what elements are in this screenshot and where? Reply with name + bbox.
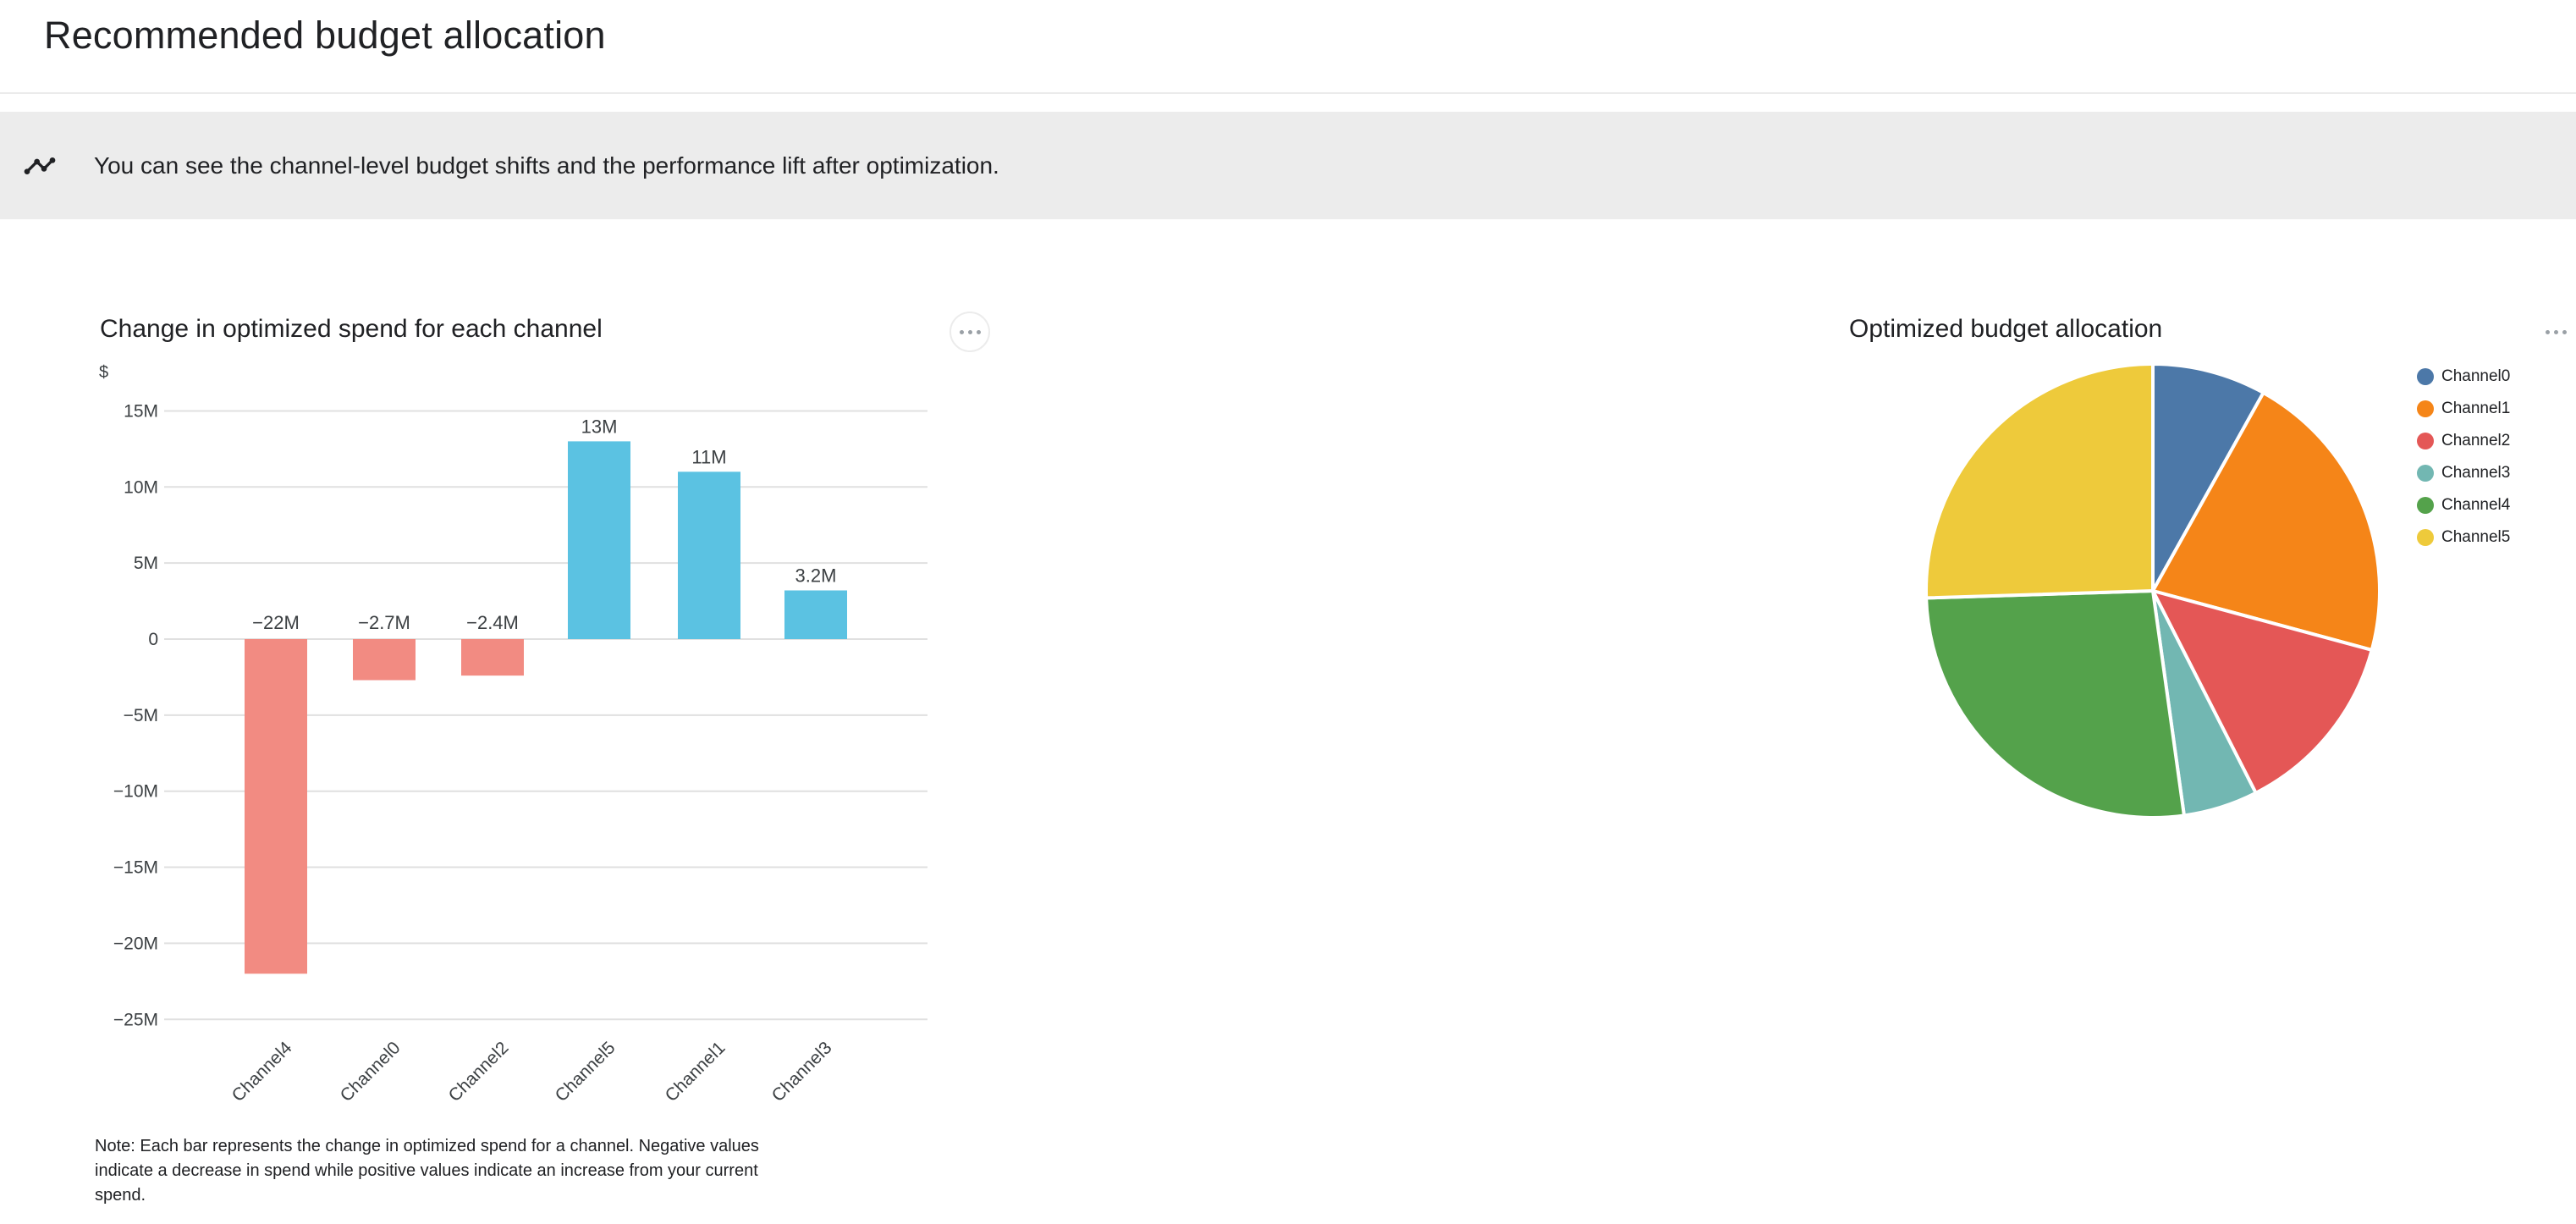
legend-color-dot bbox=[2417, 368, 2434, 385]
legend-item-Channel2: Channel2 bbox=[2417, 425, 2510, 457]
legend-color-dot bbox=[2417, 497, 2434, 514]
bar-value-label: 13M bbox=[581, 416, 618, 437]
bar-Channel5 bbox=[568, 441, 630, 639]
y-axis-unit-label: $ bbox=[99, 363, 108, 382]
x-tick-label: Channel0 bbox=[337, 1038, 405, 1105]
legend-item-Channel0: Channel0 bbox=[2417, 361, 2510, 393]
legend-label: Channel5 bbox=[2441, 528, 2511, 546]
info-banner-text: You can see the channel-level budget shi… bbox=[94, 152, 999, 179]
x-tick-label: Channel4 bbox=[228, 1038, 296, 1105]
legend-label: Channel3 bbox=[2441, 464, 2511, 482]
pie-slice-Channel4 bbox=[1924, 589, 2186, 819]
y-tick-label: −15M bbox=[113, 858, 158, 878]
more-options-icon bbox=[2545, 329, 2567, 334]
bar-value-label: −22M bbox=[252, 612, 300, 633]
legend-item-Channel1: Channel1 bbox=[2417, 393, 2510, 425]
pie-slice-Channel2 bbox=[2151, 589, 2374, 795]
legend-label: Channel4 bbox=[2441, 496, 2511, 514]
pie-legend: Channel0 Channel1 Channel2 Channel3 Channel4… bbox=[2417, 361, 2510, 554]
more-options-icon bbox=[959, 329, 981, 334]
bar-value-label: 3.2M bbox=[795, 565, 837, 586]
legend-item-Channel5: Channel5 bbox=[2417, 521, 2510, 554]
page-header: Recommended budget allocation bbox=[0, 0, 2576, 94]
legend-item-Channel4: Channel4 bbox=[2417, 489, 2510, 521]
pie-slice-Channel5 bbox=[1924, 362, 2155, 600]
y-tick-label: −20M bbox=[113, 934, 158, 953]
timeline-insights-icon bbox=[23, 149, 57, 183]
legend-color-dot bbox=[2417, 465, 2434, 482]
x-tick-label: Channel5 bbox=[552, 1038, 619, 1105]
pie-slice-Channel1 bbox=[2151, 390, 2381, 652]
pie-slice-Channel0 bbox=[2151, 362, 2265, 593]
bar-chart-menu-button[interactable] bbox=[949, 312, 990, 352]
y-tick-label: 15M bbox=[124, 401, 158, 421]
y-tick-label: 5M bbox=[134, 554, 158, 573]
bar-value-label: −2.4M bbox=[466, 612, 519, 633]
bar-chart-title: Change in optimized spend for each chann… bbox=[100, 315, 603, 343]
y-tick-label: −5M bbox=[124, 706, 158, 725]
legend-item-Channel3: Channel3 bbox=[2417, 457, 2510, 489]
legend-color-dot bbox=[2417, 400, 2434, 417]
bar-chart-note: Note: Each bar represents the change in … bbox=[95, 1137, 759, 1205]
y-tick-label: 10M bbox=[124, 477, 158, 497]
bar-Channel2 bbox=[461, 639, 524, 676]
y-tick-label: −25M bbox=[113, 1010, 158, 1029]
legend-label: Channel1 bbox=[2441, 400, 2511, 417]
info-banner: You can see the channel-level budget shi… bbox=[0, 112, 2576, 219]
y-tick-label: 0 bbox=[148, 630, 158, 649]
bar-Channel0 bbox=[353, 639, 416, 681]
bar-chart-svg: $15M 10M 5M 0 −5M −10M −15M −20M −25M −22M Channel… bbox=[99, 363, 927, 1105]
x-tick-label: Channel2 bbox=[445, 1038, 513, 1105]
bar-value-label: −2.7M bbox=[358, 612, 410, 633]
pie-chart-svg bbox=[1924, 362, 2381, 819]
y-tick-label: −10M bbox=[113, 782, 158, 802]
page-title: Recommended budget allocation bbox=[44, 14, 606, 57]
bar-Channel3 bbox=[784, 590, 847, 639]
legend-label: Channel2 bbox=[2441, 432, 2511, 449]
x-tick-label: Channel1 bbox=[662, 1038, 729, 1105]
legend-label: Channel0 bbox=[2441, 367, 2511, 385]
x-tick-label: Channel3 bbox=[768, 1038, 836, 1105]
legend-color-dot bbox=[2417, 529, 2434, 546]
bar-Channel4 bbox=[245, 639, 307, 974]
legend-color-dot bbox=[2417, 433, 2434, 449]
pie-chart-menu-button[interactable] bbox=[2535, 312, 2576, 352]
pie-chart-title: Optimized budget allocation bbox=[1849, 315, 2163, 343]
bar-Channel1 bbox=[678, 471, 740, 639]
bar-value-label: 11M bbox=[691, 446, 726, 467]
